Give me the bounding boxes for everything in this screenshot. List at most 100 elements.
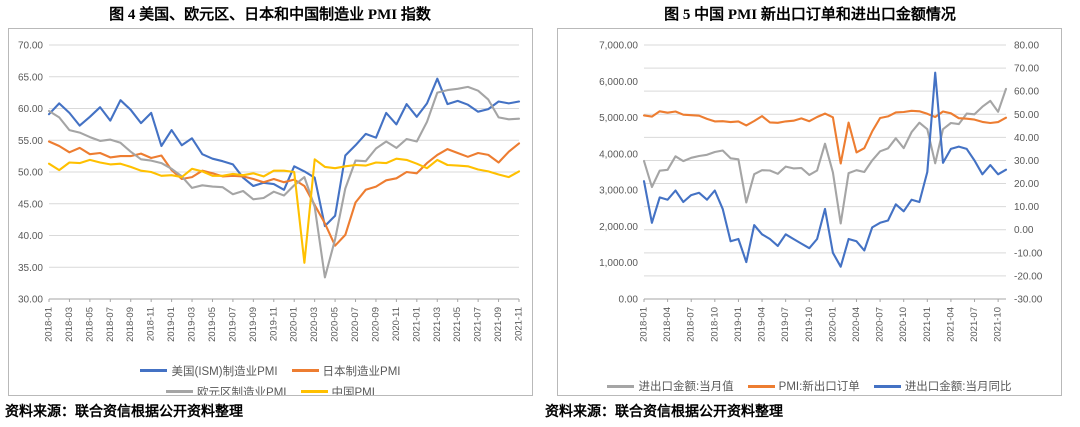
x-axis-tick-label: 2018-10 xyxy=(709,307,720,342)
chart-legend: 美国(ISM)制造业PMI 日本制造业PMI 欧元区制造业PMI 中国PMI xyxy=(9,360,532,396)
chart-frame: 70.00 65.00 60.00 55.00 50.00 45.00 40.00 35.00… xyxy=(8,28,533,396)
series-line xyxy=(642,71,1008,268)
y-axis-tick-label: 45.00 xyxy=(18,199,43,210)
legend-item: 进出口金额:当月同比 xyxy=(873,378,1012,394)
x-axis-tick-label: 2019-04 xyxy=(757,307,768,342)
y-axis-tick-label: 2,000.00 xyxy=(599,222,638,233)
x-axis-tick-label: 2019-03 xyxy=(187,307,198,342)
y-axis-tick-label: 80.00 xyxy=(1014,41,1039,52)
series-line xyxy=(642,87,1008,225)
x-axis-tick-label: 2021-01 xyxy=(411,307,422,342)
series-line xyxy=(47,157,521,264)
y-axis-tick-label: 40.00 xyxy=(18,231,43,242)
figure-title: 图 5 中国 PMI 新出口订单和进出口金额情况 xyxy=(664,7,956,23)
y-axis-tick-label: 55.00 xyxy=(18,136,43,147)
legend-line-marker xyxy=(607,384,635,388)
x-axis-tick-label: 2021-09 xyxy=(493,307,504,342)
x-axis-tick-label: 2021-03 xyxy=(432,307,443,342)
x-axis-tick-label: 2019-07 xyxy=(780,307,791,342)
x-axis-tick-label: 2019-01 xyxy=(166,307,177,342)
y-axis-tick-label: 0.00 xyxy=(619,295,639,306)
legend-item: 日本制造业PMI xyxy=(291,363,401,379)
series-line xyxy=(47,85,521,279)
legend-label: 欧元区制造业PMI xyxy=(197,386,287,396)
legend-row: 欧元区制造业PMI 中国PMI xyxy=(9,381,532,396)
series-line xyxy=(642,109,1008,165)
x-axis-tick-label: 2020-09 xyxy=(370,307,381,342)
x-axis-tick-label: 2021-01 xyxy=(922,307,933,342)
x-axis-tick-label: 2020-03 xyxy=(309,307,320,342)
y-axis-tick-label: 65.00 xyxy=(18,72,43,83)
y-axis-tick-label: 0.00 xyxy=(1014,225,1034,236)
legend-row: 进出口金额:当月值 PMI:新出口订单 进出口金额:当月同比 xyxy=(558,376,1061,395)
y-axis-tick-label: -10.00 xyxy=(1014,248,1043,259)
y-axis-tick-label: 5,000.00 xyxy=(599,113,638,124)
x-axis-tick-label: 2018-09 xyxy=(125,307,136,342)
x-axis-tick-label: 2020-01 xyxy=(289,307,300,342)
x-axis-tick-label: 2018-03 xyxy=(64,307,75,342)
figure-5: 图 5 中国 PMI 新出口订单和进出口金额情况 7,000.00 6,000.0… xyxy=(540,0,1080,421)
legend-line-marker xyxy=(166,390,194,393)
y-axis-tick-label: 60.00 xyxy=(1014,87,1039,98)
legend-label: 中国PMI xyxy=(331,386,375,396)
x-axis-tick-label: 2018-07 xyxy=(105,307,116,342)
x-axis-tick-label: 2021-05 xyxy=(452,307,463,342)
figure-4: 图 4 美国、欧元区、日本和中国制造业 PMI 指数 70.00 65.00 60.… xyxy=(0,0,540,421)
y-axis-tick-label: 70.00 xyxy=(1014,64,1039,75)
y-axis-tick-label: 20.00 xyxy=(1014,179,1039,190)
source-note: 资料来源：联合资信根据公开资料整理 xyxy=(545,405,783,420)
chart-legend: 进出口金额:当月值 PMI:新出口订单 进出口金额:当月同比 xyxy=(558,376,1061,395)
x-axis-tick-label: 2020-07 xyxy=(875,307,886,342)
legend-label: PMI:新出口订单 xyxy=(778,381,860,393)
legend-item: 中国PMI xyxy=(300,384,375,396)
x-axis-tick-label: 2021-07 xyxy=(969,307,980,342)
series-line xyxy=(47,77,521,228)
y-axis-tick-label: 3,000.00 xyxy=(599,186,638,197)
legend-item: PMI:新出口订单 xyxy=(747,378,860,394)
x-axis-tick-label: 2019-07 xyxy=(227,307,238,342)
x-axis-tick-label: 2020-04 xyxy=(851,307,862,342)
x-axis-tick-label: 2018-11 xyxy=(146,307,157,341)
legend-line-marker xyxy=(747,384,775,388)
y-axis-tick-label: 4,000.00 xyxy=(599,149,638,160)
legend-item: 美国(ISM)制造业PMI xyxy=(140,363,278,379)
chart-frame: 7,000.00 6,000.00 5,000.00 4,000.00 3,000.00… xyxy=(557,28,1062,396)
x-axis-tick-label: 2018-01 xyxy=(639,307,650,342)
series-line xyxy=(47,140,521,247)
legend-item: 欧元区制造业PMI xyxy=(166,384,287,396)
x-axis-tick-label: 2019-11 xyxy=(268,307,279,341)
legend-row: 美国(ISM)制造业PMI 日本制造业PMI xyxy=(9,360,532,381)
legend-label: 日本制造业PMI xyxy=(322,365,401,378)
x-axis-tick-label: 2018-04 xyxy=(662,307,673,342)
x-axis-tick-label: 2018-05 xyxy=(84,307,95,342)
legend-item: 进出口金额:当月值 xyxy=(607,378,734,394)
legend-line-marker xyxy=(291,369,319,372)
y-axis-tick-label: 10.00 xyxy=(1014,202,1039,213)
x-axis-tick-label: 2021-10 xyxy=(993,307,1004,342)
source-note: 资料来源：联合资信根据公开资料整理 xyxy=(5,405,243,420)
y-axis-tick-label: 6,000.00 xyxy=(599,77,638,88)
y-axis-tick-label: 30.00 xyxy=(1014,156,1039,167)
x-axis-tick-label: 2019-05 xyxy=(207,307,218,342)
x-axis-tick-label: 2020-10 xyxy=(898,307,909,342)
y-axis-tick-label: 1,000.00 xyxy=(599,258,638,269)
y-axis-tick-label: -30.00 xyxy=(1014,295,1043,306)
y-axis-tick-label: 70.00 xyxy=(18,41,43,52)
legend-label: 进出口金额:当月同比 xyxy=(904,381,1012,393)
y-axis-tick-label: 50.00 xyxy=(18,168,43,179)
y-axis-tick-label: -20.00 xyxy=(1014,271,1043,282)
y-axis-tick-label: 7,000.00 xyxy=(599,41,638,52)
line-chart: 7,000.00 6,000.00 5,000.00 4,000.00 3,000.00… xyxy=(599,41,1043,342)
y-axis-tick-label: 30.00 xyxy=(18,295,43,306)
y-axis-tick-label: 50.00 xyxy=(1014,110,1039,121)
x-axis-tick-label: 2019-10 xyxy=(804,307,815,342)
y-axis-tick-label: 60.00 xyxy=(18,104,43,115)
legend-line-marker xyxy=(140,369,168,372)
x-axis-tick-label: 2020-11 xyxy=(391,307,402,341)
line-chart: 70.00 65.00 60.00 55.00 50.00 45.00 40.00 35.00… xyxy=(18,41,525,342)
x-axis-tick-label: 2021-11 xyxy=(514,307,525,341)
legend-line-marker xyxy=(300,390,328,393)
y-axis-tick-label: 40.00 xyxy=(1014,133,1039,144)
legend-line-marker xyxy=(873,384,901,388)
